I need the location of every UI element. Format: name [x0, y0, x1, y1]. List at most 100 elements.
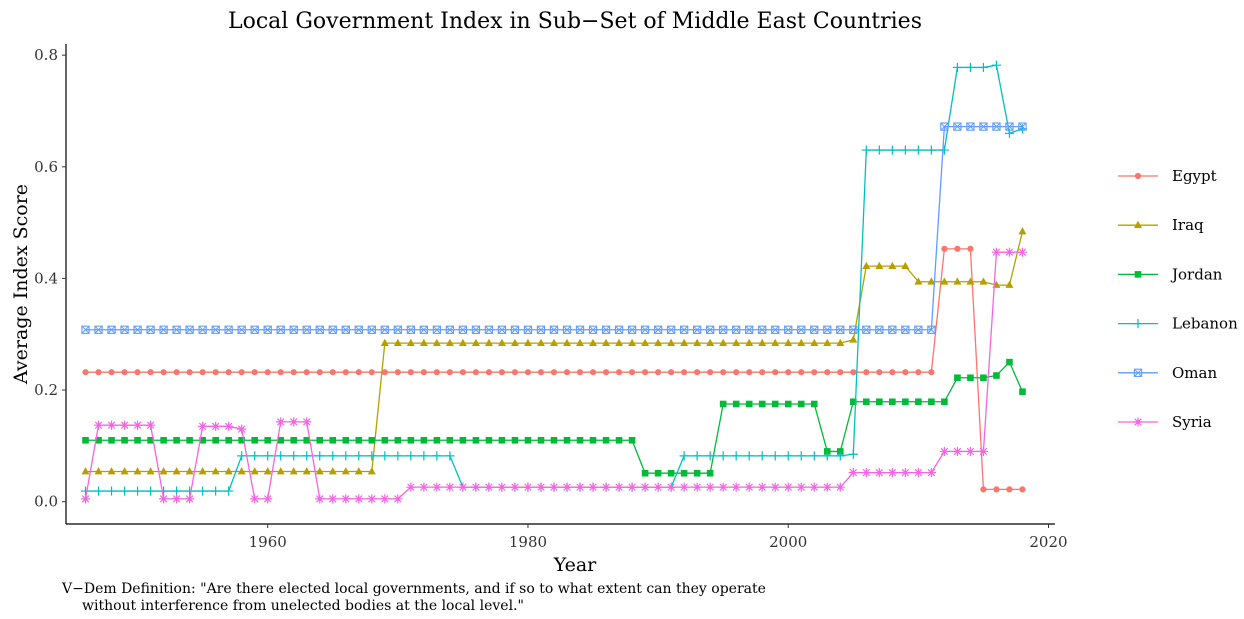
- marker-shape: [146, 467, 155, 475]
- data-point-jordan: [745, 400, 753, 408]
- data-point-syria: [588, 482, 598, 492]
- marker-shape: [107, 325, 116, 334]
- marker-shape: [536, 482, 546, 492]
- marker-shape: [810, 338, 819, 346]
- marker-shape: [341, 494, 351, 504]
- data-point-syria: [770, 482, 780, 492]
- marker-shape: [809, 451, 819, 461]
- marker-shape: [302, 467, 311, 475]
- marker-shape: [485, 369, 493, 376]
- marker-shape: [784, 325, 793, 334]
- marker-shape: [1019, 388, 1026, 396]
- data-point-oman: [445, 325, 455, 334]
- marker-shape: [459, 369, 467, 376]
- marker-shape: [276, 325, 285, 334]
- marker-shape: [915, 398, 922, 406]
- data-point-oman: [927, 325, 936, 334]
- data-point-syria: [1017, 247, 1028, 257]
- data-point-iraq: [810, 338, 819, 346]
- data-point-syria: [198, 421, 208, 431]
- legend-key-marker: [1134, 220, 1142, 228]
- data-point-oman: [146, 325, 155, 334]
- marker-shape: [198, 325, 207, 334]
- marker-shape: [393, 325, 402, 334]
- data-point-lebanon: [705, 451, 715, 461]
- marker-shape: [484, 482, 494, 492]
- data-point-egypt: [550, 369, 558, 376]
- marker-shape: [523, 325, 533, 334]
- data-point-iraq: [563, 338, 572, 346]
- legend-key-marker: [1134, 271, 1142, 278]
- data-point-iraq: [198, 467, 207, 475]
- marker-shape: [719, 325, 728, 334]
- data-point-syria: [1004, 247, 1015, 257]
- data-point-lebanon: [289, 451, 299, 461]
- data-point-iraq: [836, 338, 845, 346]
- marker-shape: [264, 369, 271, 376]
- data-point-lebanon: [145, 486, 156, 496]
- data-point-jordan: [160, 436, 167, 444]
- data-point-oman: [875, 325, 884, 334]
- marker-shape: [380, 494, 390, 504]
- marker-shape: [705, 482, 715, 492]
- marker-shape: [484, 325, 494, 334]
- data-point-lebanon: [328, 451, 338, 461]
- data-point-syria: [328, 494, 338, 504]
- data-point-syria: [458, 482, 468, 492]
- data-point-egypt: [108, 369, 115, 376]
- marker-shape: [537, 369, 545, 376]
- data-point-jordan: [849, 398, 857, 406]
- data-point-jordan: [433, 436, 441, 444]
- marker-shape: [159, 467, 168, 475]
- x-axis-label: Year: [553, 554, 597, 576]
- data-point-oman: [471, 325, 481, 334]
- marker-shape: [380, 451, 390, 461]
- data-point-egypt: [1019, 486, 1026, 493]
- data-point-iraq: [693, 338, 702, 346]
- marker-shape: [758, 325, 767, 334]
- marker-shape: [497, 325, 506, 334]
- legend-item-iraq: Iraq: [1118, 216, 1204, 234]
- marker-shape: [575, 325, 585, 334]
- marker-shape: [589, 436, 597, 444]
- data-point-egypt: [446, 369, 453, 376]
- data-point-iraq: [289, 467, 298, 475]
- data-point-oman: [458, 325, 468, 334]
- marker-shape: [393, 494, 403, 504]
- marker-shape: [875, 325, 884, 334]
- marker-shape: [862, 261, 871, 269]
- data-point-egypt: [355, 369, 362, 376]
- data-point-syria: [809, 482, 819, 492]
- data-point-iraq: [979, 277, 988, 285]
- marker-shape: [407, 369, 414, 376]
- data-point-syria: [653, 482, 663, 492]
- data-point-iraq: [380, 338, 389, 346]
- data-point-oman: [888, 325, 897, 334]
- marker-shape: [888, 261, 897, 269]
- data-point-iraq: [523, 338, 532, 346]
- data-point-lebanon: [158, 486, 169, 496]
- marker-shape: [510, 482, 520, 492]
- marker-shape: [549, 338, 558, 346]
- data-point-iraq: [953, 277, 962, 285]
- data-point-lebanon: [224, 486, 234, 496]
- marker-shape: [472, 369, 480, 376]
- marker-shape: [693, 338, 702, 346]
- marker-shape: [914, 325, 923, 334]
- data-point-lebanon: [835, 451, 845, 461]
- marker-shape: [863, 369, 870, 376]
- marker-shape: [862, 325, 871, 334]
- marker-shape: [432, 338, 441, 346]
- marker-shape: [316, 436, 324, 444]
- data-point-iraq: [914, 277, 923, 285]
- data-point-iraq: [901, 261, 910, 269]
- marker-shape: [615, 436, 623, 444]
- data-point-egypt: [772, 369, 779, 376]
- x-tick-label: 2000: [769, 533, 807, 551]
- data-point-jordan: [902, 398, 909, 406]
- legend-label: Iraq: [1172, 216, 1204, 234]
- marker-shape: [810, 325, 819, 334]
- marker-shape: [289, 325, 298, 334]
- data-point-oman: [133, 325, 142, 334]
- data-point-oman: [276, 325, 285, 334]
